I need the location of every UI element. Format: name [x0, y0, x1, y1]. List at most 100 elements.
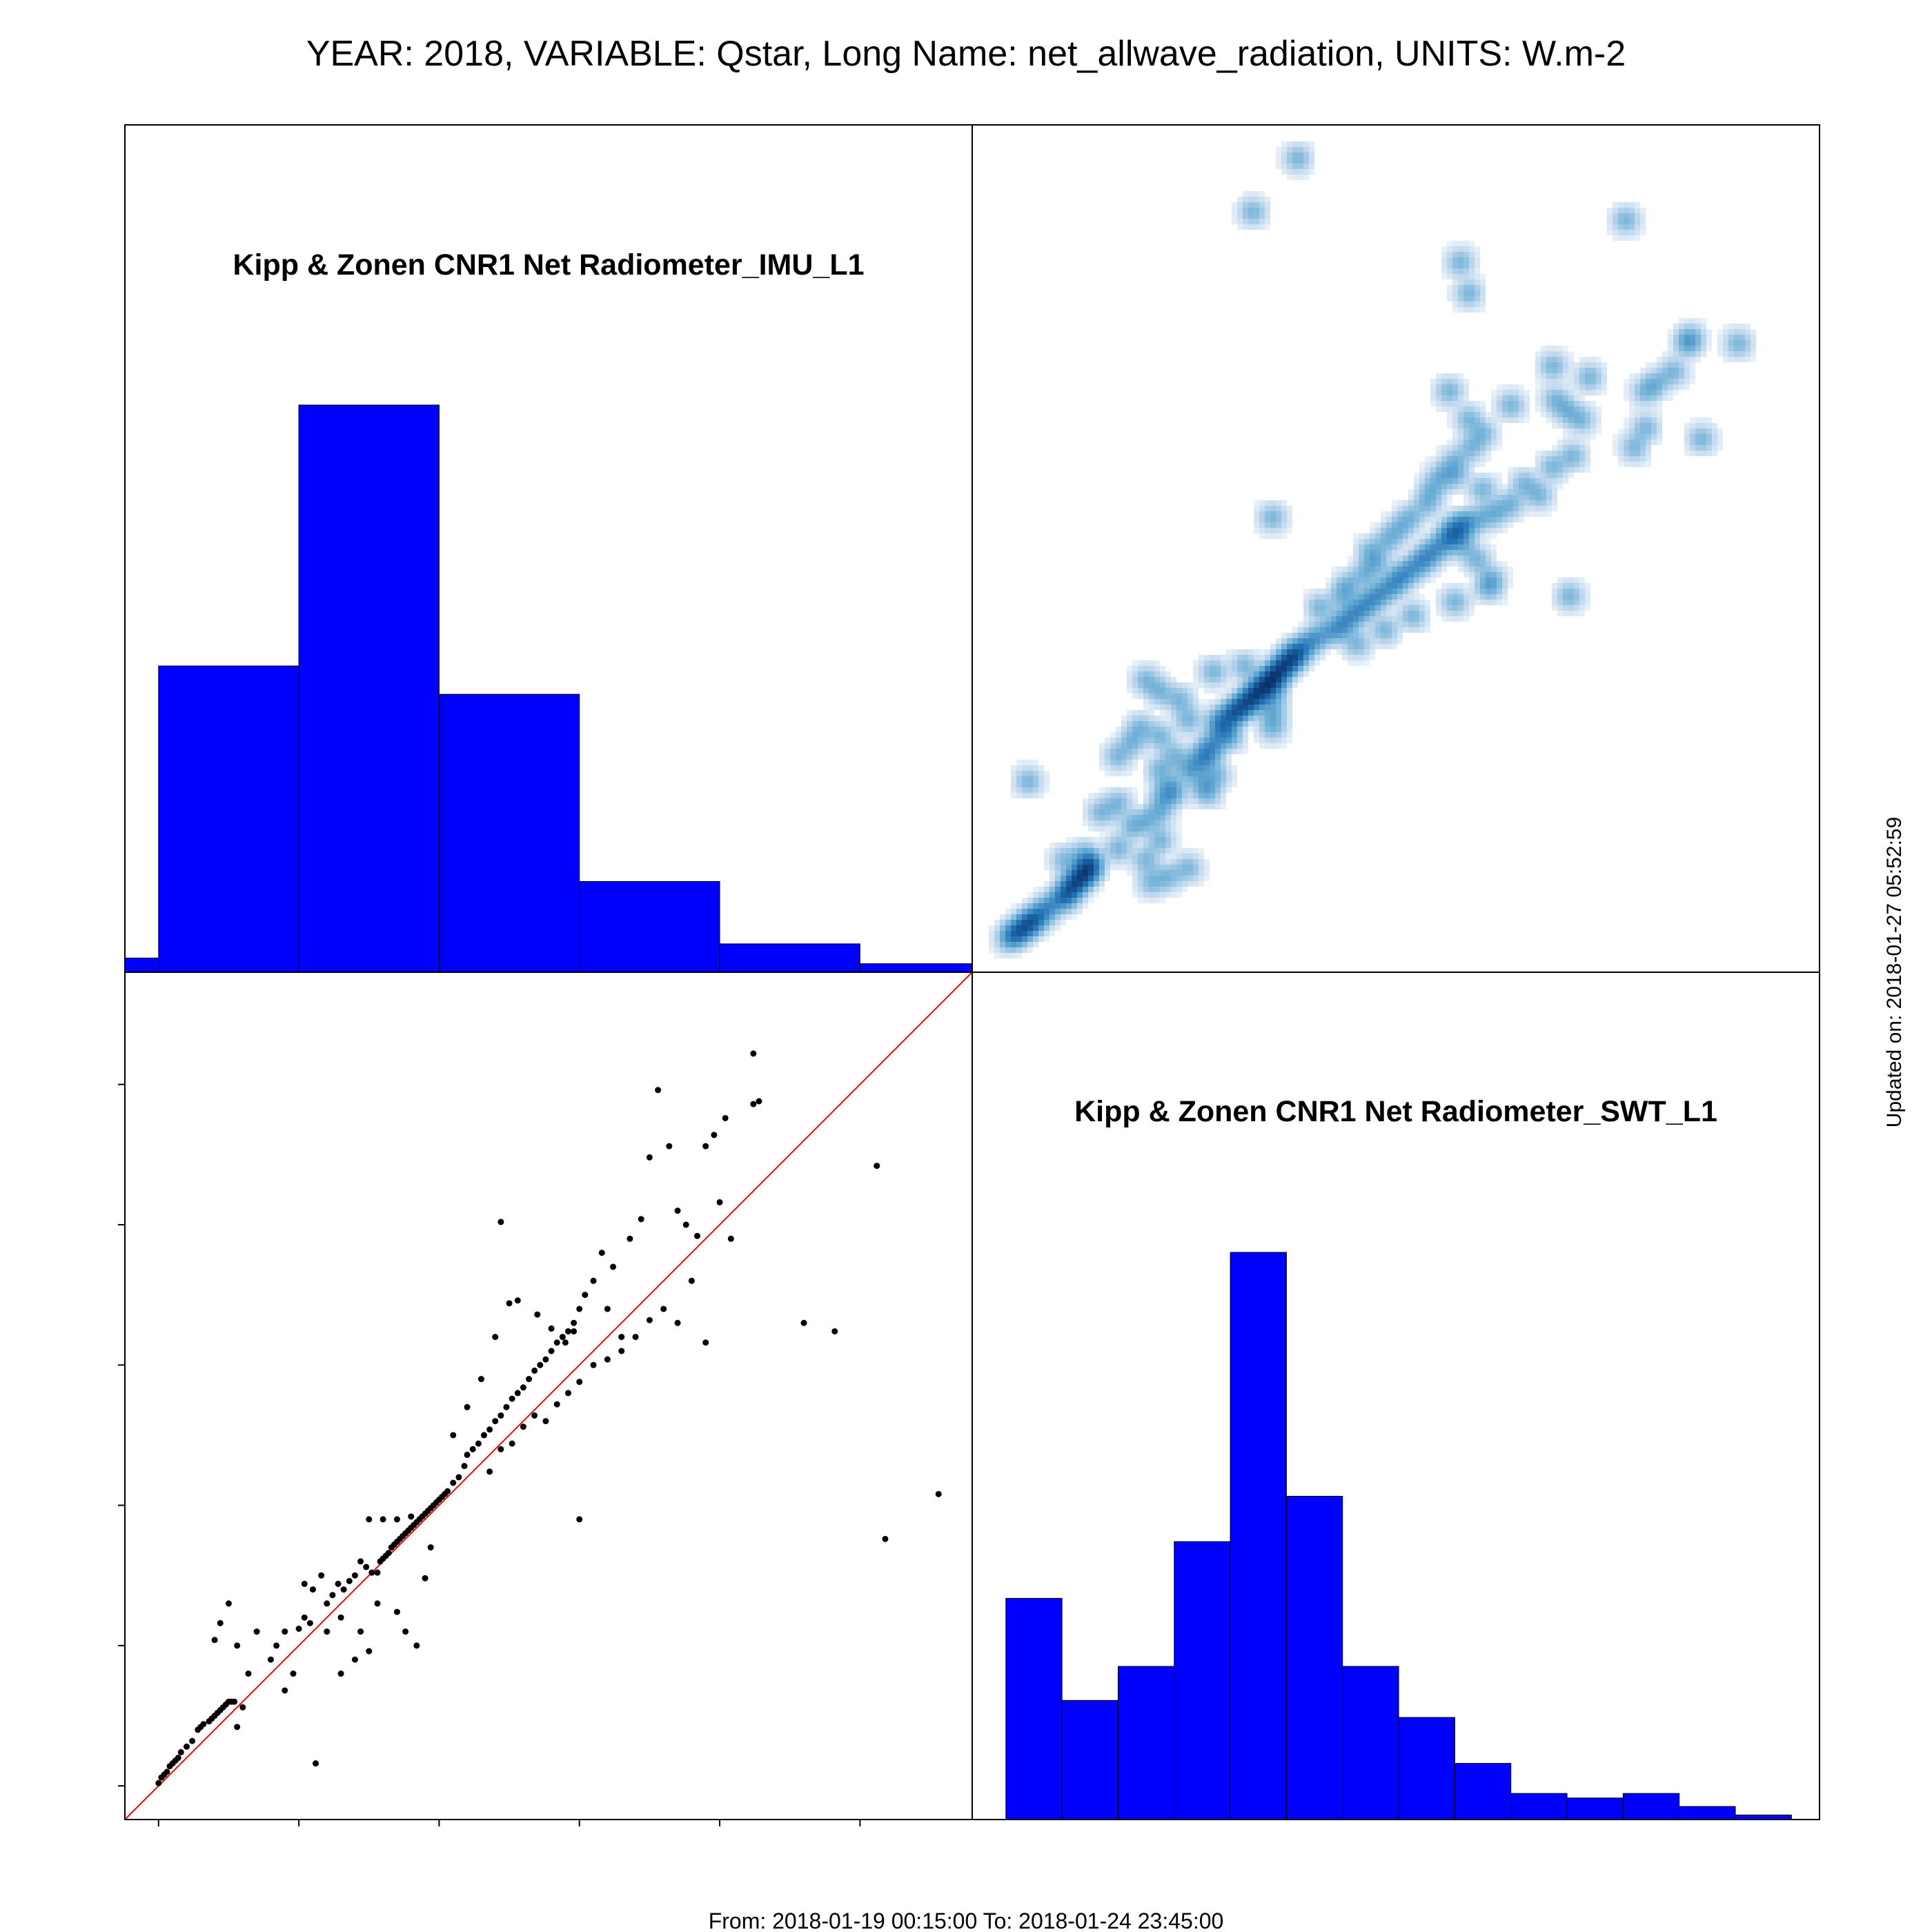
- density-cell: [1182, 682, 1187, 688]
- density-cell: [1292, 175, 1298, 180]
- density-cell: [1182, 688, 1187, 693]
- density-cell: [1646, 428, 1651, 434]
- scatter-point: [509, 1395, 515, 1402]
- density-cell: [1248, 660, 1254, 666]
- density-cell: [1254, 649, 1259, 655]
- density-cell: [1199, 738, 1204, 743]
- density-cell: [1441, 539, 1447, 544]
- density-cell: [1585, 440, 1590, 445]
- density-cell: [1563, 611, 1568, 616]
- density-cell: [1027, 942, 1033, 947]
- density-cell: [1452, 246, 1458, 252]
- density-cell: [1016, 925, 1022, 931]
- density-cell: [1425, 544, 1430, 550]
- density-cell: [1143, 776, 1149, 782]
- density-cell: [1099, 831, 1105, 837]
- density-cell: [1364, 633, 1370, 638]
- density-cell: [1276, 522, 1281, 528]
- density-cell: [1491, 522, 1497, 528]
- density-cell: [1375, 611, 1381, 616]
- density-cell: [1463, 566, 1469, 572]
- scatter-point: [324, 1600, 331, 1607]
- density-cell: [1679, 335, 1684, 340]
- density-cell: [1392, 511, 1397, 517]
- density-cell: [1447, 241, 1452, 246]
- density-cell: [1613, 451, 1618, 456]
- density-cell: [1408, 555, 1414, 561]
- density-cell: [1646, 440, 1651, 445]
- density-cell: [1436, 395, 1441, 401]
- density-cell: [1590, 423, 1596, 428]
- density-cell: [1486, 456, 1491, 462]
- density-cell: [1646, 373, 1651, 379]
- density-cell: [1237, 202, 1243, 208]
- density-cell: [1392, 572, 1397, 578]
- density-cell: [1657, 423, 1662, 428]
- density-cell: [1221, 671, 1226, 677]
- density-cell: [1182, 732, 1187, 738]
- density-cell: [1574, 368, 1579, 373]
- density-cell: [1552, 489, 1557, 495]
- density-cell: [1458, 290, 1463, 296]
- density-cell: [1458, 533, 1463, 539]
- density-cell: [1668, 362, 1673, 368]
- density-cell: [1480, 539, 1486, 544]
- density-cell: [1381, 594, 1386, 600]
- density-cell: [1072, 898, 1077, 903]
- density-cell: [1193, 738, 1199, 743]
- density-cell: [1303, 175, 1309, 180]
- density-cell: [1143, 677, 1149, 682]
- density-cell: [1706, 329, 1712, 335]
- density-cell: [1204, 754, 1210, 760]
- density-cell: [1541, 390, 1546, 395]
- density-cell: [1480, 578, 1486, 583]
- density-cell: [1138, 881, 1143, 887]
- density-cell: [1497, 412, 1502, 417]
- density-cell: [1546, 390, 1552, 395]
- density-cell: [1132, 666, 1138, 671]
- density-cell: [1673, 373, 1679, 379]
- density-cell: [1127, 738, 1132, 743]
- density-cell: [1199, 870, 1204, 876]
- density-cell: [1353, 622, 1359, 627]
- density-cell: [1049, 909, 1055, 914]
- density-cell: [1751, 335, 1756, 340]
- density-cell: [1204, 704, 1210, 710]
- density-cell: [1370, 578, 1375, 583]
- density-cell: [1502, 572, 1508, 578]
- density-cell: [1143, 754, 1149, 760]
- density-cell: [1044, 865, 1049, 870]
- density-cell: [1182, 859, 1187, 865]
- density-cell: [1701, 423, 1706, 428]
- density-cell: [1149, 848, 1154, 854]
- density-cell: [1524, 467, 1530, 473]
- density-cell: [1397, 566, 1403, 572]
- density-cell: [1353, 600, 1359, 605]
- density-cell: [1458, 434, 1463, 440]
- density-cell: [1701, 445, 1706, 451]
- density-cell: [1320, 594, 1325, 600]
- density-cell: [1116, 837, 1121, 842]
- density-cell: [1480, 451, 1486, 456]
- density-cell: [1171, 798, 1176, 804]
- density-cell: [1486, 589, 1491, 594]
- density-cell: [1232, 213, 1237, 219]
- density-cell: [1348, 555, 1353, 561]
- density-cell: [1635, 202, 1640, 208]
- density-cell: [1486, 484, 1491, 489]
- density-cell: [1066, 898, 1072, 903]
- density-cell: [1281, 169, 1287, 175]
- density-cell: [1508, 583, 1513, 589]
- density-cell: [1463, 401, 1469, 406]
- density-cell: [1182, 699, 1187, 704]
- density-cell: [1452, 528, 1458, 533]
- density-cell: [1215, 666, 1221, 671]
- scatter-point: [245, 1670, 252, 1677]
- density-cell: [1055, 892, 1061, 898]
- density-cell: [1497, 417, 1502, 423]
- density-cell: [1574, 434, 1579, 440]
- density-cell: [1579, 589, 1585, 594]
- density-cell: [1210, 793, 1215, 798]
- density-cell: [1706, 434, 1712, 440]
- density-cell: [1491, 423, 1497, 428]
